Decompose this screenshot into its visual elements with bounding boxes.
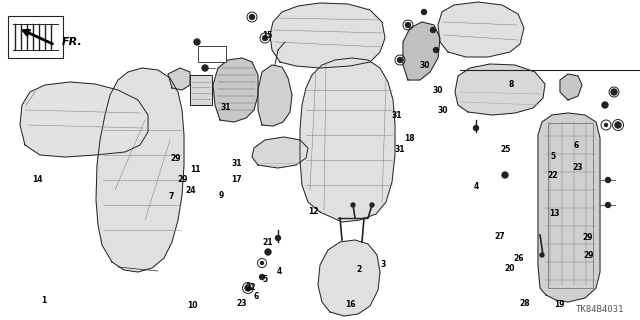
Polygon shape: [438, 2, 524, 57]
Circle shape: [431, 28, 435, 33]
Text: 29: 29: [582, 233, 593, 242]
Circle shape: [605, 178, 611, 182]
Polygon shape: [168, 68, 190, 90]
Text: 19: 19: [554, 300, 564, 309]
Circle shape: [615, 122, 621, 128]
Circle shape: [351, 203, 355, 207]
Polygon shape: [455, 64, 545, 115]
Text: 29: 29: [177, 175, 188, 184]
Polygon shape: [20, 82, 148, 157]
Polygon shape: [258, 65, 292, 126]
Text: 15: 15: [262, 31, 273, 40]
Polygon shape: [270, 3, 385, 68]
Circle shape: [202, 65, 208, 71]
Text: 26: 26: [514, 254, 524, 263]
Bar: [548, 123, 593, 288]
Text: 28: 28: [520, 299, 530, 308]
Polygon shape: [213, 58, 258, 122]
Text: 14: 14: [32, 175, 42, 184]
Text: 30: 30: [433, 86, 443, 95]
Text: 27: 27: [494, 232, 504, 241]
Text: 16: 16: [346, 300, 356, 309]
Text: 9: 9: [218, 191, 223, 200]
Text: 22: 22: [548, 171, 558, 180]
Text: 6: 6: [253, 292, 259, 301]
Text: 31: 31: [392, 111, 402, 120]
Polygon shape: [300, 58, 395, 222]
Circle shape: [194, 39, 200, 45]
Circle shape: [422, 10, 426, 14]
Text: 10: 10: [187, 301, 197, 310]
Text: 31: 31: [394, 145, 404, 154]
Text: 6: 6: [573, 141, 579, 150]
Text: 11: 11: [190, 165, 200, 174]
Polygon shape: [403, 22, 440, 80]
Text: 20: 20: [504, 264, 515, 273]
Text: 23: 23: [237, 300, 247, 308]
Bar: [198, 46, 226, 62]
Polygon shape: [96, 68, 184, 272]
Text: 13: 13: [549, 209, 559, 218]
Text: 3: 3: [380, 260, 385, 269]
Polygon shape: [538, 113, 600, 302]
Circle shape: [611, 89, 617, 95]
Circle shape: [474, 125, 479, 131]
Text: 22: 22: [246, 283, 256, 292]
Circle shape: [433, 47, 438, 52]
Text: 17: 17: [232, 175, 242, 184]
Text: 4: 4: [277, 267, 282, 276]
Text: 1: 1: [41, 296, 46, 305]
Bar: [190, 75, 212, 105]
Circle shape: [406, 22, 410, 28]
Circle shape: [602, 102, 608, 108]
Bar: [8, 16, 63, 58]
Circle shape: [502, 172, 508, 178]
Circle shape: [262, 36, 268, 41]
Text: 29: 29: [171, 154, 181, 163]
Text: 24: 24: [186, 186, 196, 195]
Text: 5: 5: [262, 275, 268, 284]
Text: 12: 12: [308, 207, 319, 216]
Text: 5: 5: [550, 152, 556, 161]
Text: 30: 30: [438, 106, 448, 115]
Circle shape: [245, 285, 251, 291]
Text: 18: 18: [404, 134, 415, 143]
Text: 31: 31: [232, 159, 242, 168]
Text: 29: 29: [584, 252, 594, 260]
Text: 4: 4: [474, 182, 479, 191]
Circle shape: [259, 275, 264, 279]
Text: FR.: FR.: [62, 37, 83, 47]
Text: 2: 2: [356, 265, 362, 274]
Text: 7: 7: [169, 192, 174, 201]
Circle shape: [605, 124, 607, 126]
Text: TK84B4031: TK84B4031: [576, 306, 624, 315]
Circle shape: [250, 14, 255, 20]
Circle shape: [275, 236, 280, 241]
Polygon shape: [560, 74, 582, 100]
Polygon shape: [252, 137, 308, 168]
Circle shape: [370, 203, 374, 207]
Text: 8: 8: [508, 80, 513, 89]
Circle shape: [540, 253, 544, 257]
Circle shape: [605, 203, 611, 207]
Circle shape: [397, 58, 403, 62]
Polygon shape: [318, 240, 380, 316]
Text: 25: 25: [500, 145, 511, 154]
Text: 31: 31: [221, 103, 231, 112]
Circle shape: [260, 261, 264, 265]
Text: 23: 23: [572, 163, 582, 172]
Circle shape: [265, 249, 271, 255]
Text: 21: 21: [262, 238, 273, 247]
Text: 30: 30: [420, 61, 430, 70]
